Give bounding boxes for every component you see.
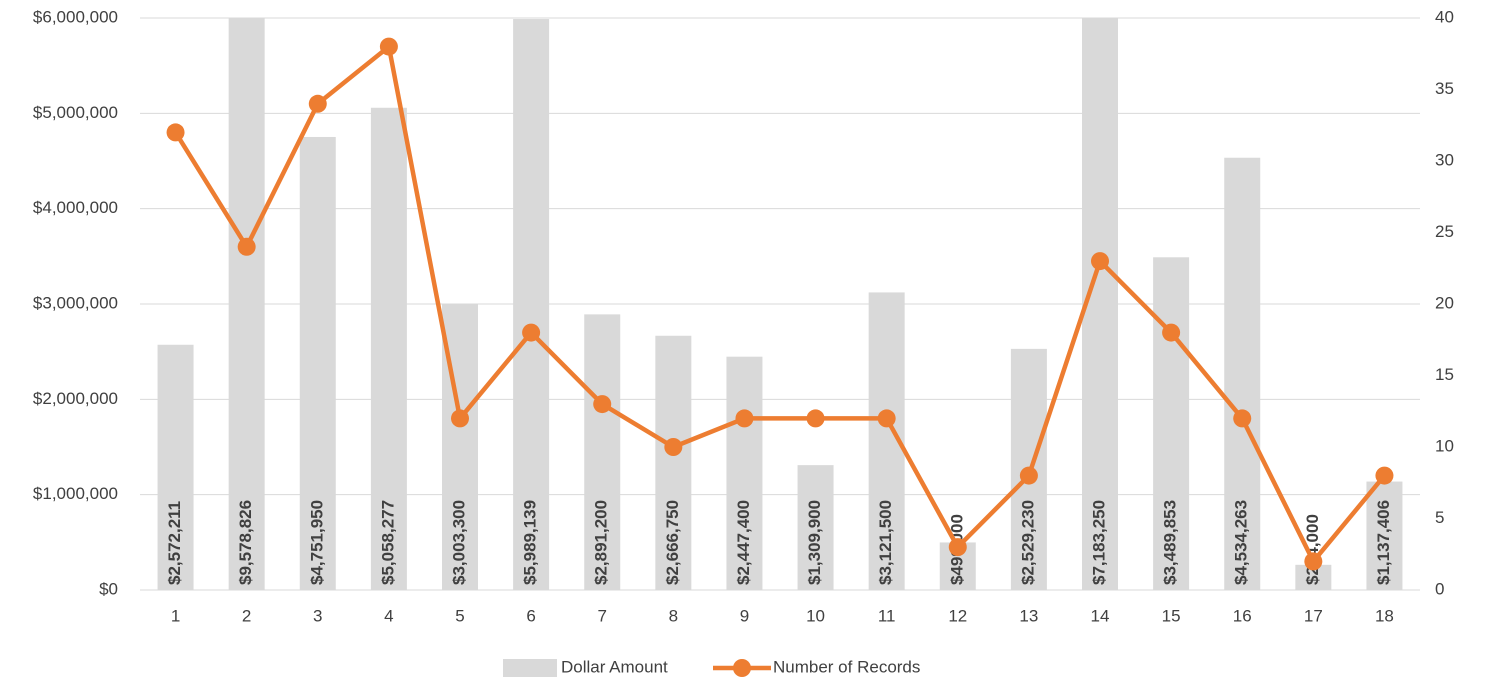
line-marker <box>166 123 185 142</box>
y2-tick-label: 40 <box>1435 7 1454 26</box>
line-marker <box>1375 466 1394 485</box>
bar <box>584 314 621 590</box>
value-label: $5,989,139 <box>521 500 540 585</box>
line-marker <box>1091 252 1109 271</box>
bar <box>299 136 336 590</box>
line-marker <box>379 37 398 56</box>
value-label: $9,578,826 <box>236 500 255 585</box>
line-marker <box>451 409 469 428</box>
legend-label: Dollar Amount <box>561 657 668 676</box>
value-label: $7,183,250 <box>1089 500 1108 585</box>
y2-tick-label: 20 <box>1435 293 1454 312</box>
bar <box>370 107 407 590</box>
value-label: $3,003,300 <box>449 500 468 585</box>
y-tick-label: $0 <box>99 579 118 598</box>
value-label: $2,572,211 <box>165 501 184 585</box>
line-marker <box>1304 552 1323 571</box>
x-tick-label: 2 <box>242 606 251 625</box>
y2-tick-label: 35 <box>1435 79 1454 98</box>
y2-tick-label: 0 <box>1435 579 1444 598</box>
line-marker <box>877 409 896 428</box>
y2-tick-label: 25 <box>1435 222 1454 241</box>
x-tick-label: 17 <box>1304 606 1323 625</box>
y-tick-label: $3,000,000 <box>33 293 118 312</box>
value-label: $3,489,853 <box>1161 500 1180 585</box>
value-label: $2,891,200 <box>592 500 611 585</box>
legend-swatch <box>503 659 557 677</box>
value-label: $2,529,230 <box>1018 500 1037 585</box>
x-tick-label: 1 <box>171 606 180 625</box>
line-marker <box>237 237 256 256</box>
y2-tick-label: 10 <box>1435 436 1454 455</box>
bar-series <box>157 18 1403 590</box>
bar <box>655 335 692 590</box>
line-marker <box>1019 466 1038 485</box>
bar <box>726 356 763 590</box>
value-label: $5,058,277 <box>378 500 397 585</box>
x-tick-label: 3 <box>313 606 322 625</box>
bar <box>1153 257 1190 590</box>
line-marker <box>948 538 967 557</box>
value-label: $2,447,400 <box>734 500 753 585</box>
line-marker <box>522 323 541 342</box>
y-tick-label: $5,000,000 <box>33 103 118 122</box>
line-marker <box>308 94 327 113</box>
value-label: $4,534,263 <box>1232 500 1251 585</box>
y-tick-label: $2,000,000 <box>33 389 118 408</box>
y-tick-label: $4,000,000 <box>33 198 118 217</box>
y2-tick-label: 15 <box>1435 365 1454 384</box>
x-tick-label: 16 <box>1233 606 1252 625</box>
line-marker <box>806 409 825 428</box>
bar <box>157 344 194 590</box>
value-label: $1,309,900 <box>805 500 824 585</box>
value-label: $2,666,750 <box>663 500 682 585</box>
line-marker <box>1233 409 1252 428</box>
y-tick-label: $1,000,000 <box>33 484 118 503</box>
value-label: $3,121,500 <box>876 500 895 585</box>
x-tick-label: 10 <box>806 606 825 625</box>
y2-tick-label: 5 <box>1435 508 1444 527</box>
x-tick-label: 7 <box>597 606 606 625</box>
bar <box>1224 157 1261 590</box>
bar <box>228 18 265 590</box>
legend-label: Number of Records <box>773 657 920 676</box>
x-tick-label: 5 <box>455 606 464 625</box>
x-tick-label: 14 <box>1091 606 1110 625</box>
bar <box>797 465 834 590</box>
x-tick-label: 6 <box>526 606 535 625</box>
legend-swatch <box>733 659 751 677</box>
x-tick-label: 8 <box>669 606 678 625</box>
line-marker <box>664 438 683 456</box>
x-tick-label: 11 <box>878 606 896 625</box>
line <box>173 44 1387 564</box>
y-tick-label: $6,000,000 <box>33 7 118 26</box>
bar <box>513 19 550 590</box>
x-tick-label: 9 <box>740 606 749 625</box>
x-tick-label: 4 <box>384 606 393 625</box>
bar <box>1366 481 1403 590</box>
x-tick-label: 13 <box>1019 606 1038 625</box>
x-tick-label: 18 <box>1375 606 1394 625</box>
x-tick-label: 15 <box>1162 606 1181 625</box>
line-marker <box>735 409 754 428</box>
x-tick-label: 12 <box>948 606 967 625</box>
line-marker <box>593 395 612 414</box>
value-label: $4,751,950 <box>307 500 326 585</box>
line-marker <box>1162 323 1181 342</box>
grid <box>140 17 1420 591</box>
y2-tick-label: 30 <box>1435 150 1454 169</box>
value-label: $1,137,406 <box>1374 500 1393 585</box>
